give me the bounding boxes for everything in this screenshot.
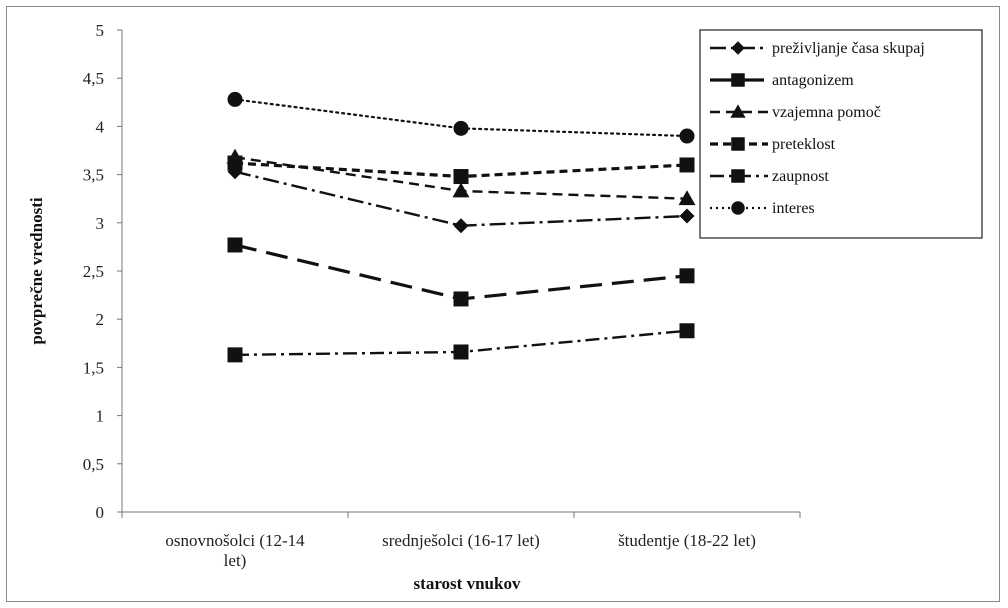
legend-marker — [731, 201, 745, 215]
data-point — [453, 120, 469, 136]
data-point — [453, 344, 469, 360]
legend-marker — [731, 137, 745, 151]
x-tick-label: osnovnošolci (12-14 let) — [165, 531, 305, 570]
data-point — [227, 155, 243, 171]
x-tick-label: študentje (18-22 let) — [618, 531, 756, 550]
x-tick-label-line: študentje (18-22 let) — [618, 531, 756, 550]
data-point — [453, 218, 469, 234]
x-tick-label: srednješolci (16-17 let) — [382, 531, 540, 550]
axes: 0 0,5 1 1,5 2 2,5 3 3,5 4 4,5 5 osnovnošolci (12-14… — [83, 21, 801, 570]
legend-marker — [731, 41, 745, 55]
data-point — [678, 190, 696, 206]
data-point — [227, 347, 243, 363]
legend-label: vzajemna pomoč — [772, 104, 881, 121]
legend-label: preteklost — [772, 136, 836, 153]
y-tick-label: 3 — [96, 214, 105, 233]
data-point — [679, 268, 695, 284]
y-tick-label: 2 — [96, 310, 105, 329]
legend-label: interes — [772, 200, 815, 217]
legend-label: antagonizem — [772, 72, 854, 89]
series-1 — [227, 237, 695, 307]
data-point — [227, 237, 243, 253]
series-line — [234, 243, 688, 301]
x-tick-label-line: srednješolci (16-17 let) — [382, 531, 540, 550]
y-tick-label: 0,5 — [83, 455, 104, 474]
data-point — [679, 157, 695, 173]
y-tick-label: 0 — [96, 503, 105, 522]
data-point — [453, 291, 469, 307]
data-point — [679, 208, 695, 224]
y-tick-label: 2,5 — [83, 262, 104, 281]
legend-box — [699, 29, 983, 239]
data-point — [679, 128, 695, 144]
legend: preživljanje časa skupaj antagonizem vzaje… — [699, 29, 983, 239]
series-3 — [227, 155, 695, 185]
series-layer — [226, 91, 696, 363]
y-tick-label: 4,5 — [83, 69, 104, 88]
x-axis-title: starost vnukov — [414, 574, 521, 593]
x-tick-label-line: let) — [224, 551, 247, 570]
y-tick-label: 1 — [96, 407, 105, 426]
series-4 — [227, 323, 695, 363]
data-point — [679, 323, 695, 339]
data-point — [453, 169, 469, 185]
legend-marker — [730, 104, 746, 118]
legend-label: preživljanje časa skupaj — [772, 40, 925, 57]
y-axis-title: povprečne vrednosti — [27, 197, 46, 344]
x-tick-label-line: osnovnošolci (12-14 — [165, 531, 305, 550]
data-point — [452, 182, 470, 198]
series-5 — [227, 91, 695, 144]
legend-label: zaupnost — [772, 168, 829, 185]
legend-marker — [731, 169, 745, 183]
data-point — [227, 91, 243, 107]
y-tick-label: 1,5 — [83, 358, 104, 377]
legend-marker — [731, 73, 745, 87]
y-tick-label: 5 — [96, 21, 105, 40]
y-tick-label: 4 — [96, 117, 105, 136]
y-tick-label: 3,5 — [83, 166, 104, 185]
